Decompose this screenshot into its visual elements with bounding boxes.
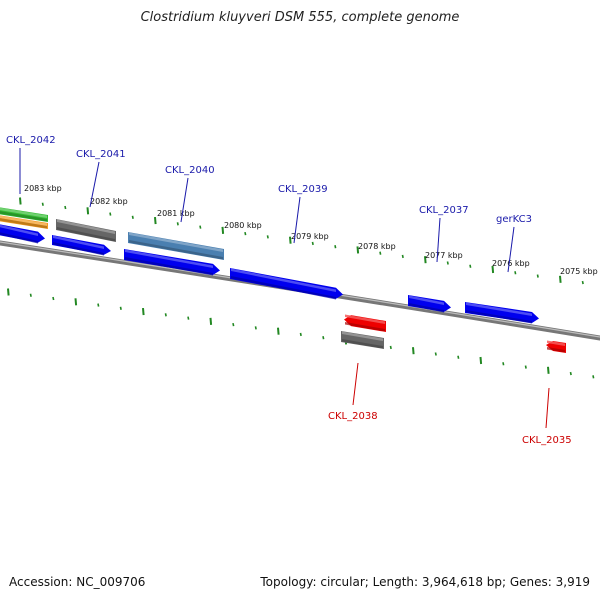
scale-tick bbox=[356, 246, 360, 254]
scale-tick bbox=[277, 327, 280, 335]
scale-tick bbox=[479, 356, 483, 365]
scale-tick bbox=[491, 265, 495, 274]
scale-tick bbox=[86, 207, 90, 215]
scale-tick bbox=[244, 231, 247, 236]
scale-tick bbox=[209, 317, 213, 325]
scale-tick bbox=[74, 298, 78, 306]
scale-tick bbox=[581, 280, 584, 285]
gene-label: CKL_2038 bbox=[328, 411, 378, 422]
scale-tick bbox=[154, 216, 157, 225]
orange-feature[interactable] bbox=[0, 215, 48, 229]
scale-tick bbox=[232, 322, 235, 327]
scale-ticks-lower bbox=[7, 288, 595, 379]
scale-tick bbox=[221, 226, 225, 234]
green-feature[interactable] bbox=[0, 207, 48, 222]
scale-tick bbox=[592, 375, 595, 379]
scale-tick bbox=[379, 251, 382, 255]
gene-features[interactable] bbox=[0, 207, 566, 353]
gene-label: CKL_2039 bbox=[278, 184, 328, 195]
cds-ckl-2039[interactable] bbox=[230, 268, 343, 300]
scale-tick bbox=[311, 241, 314, 246]
cds-gerkc3[interactable] bbox=[465, 302, 539, 324]
scale-tick bbox=[322, 336, 325, 340]
callout-line bbox=[293, 196, 301, 244]
scale-tick bbox=[64, 205, 67, 210]
kbp-label: 2080 kbp bbox=[224, 221, 262, 230]
kbp-label: 2081 kbp bbox=[157, 209, 195, 218]
scale-tick bbox=[164, 313, 167, 317]
scale-tick bbox=[97, 303, 100, 307]
callout-line bbox=[89, 161, 100, 208]
scale-tick bbox=[7, 288, 10, 296]
gene-label: CKL_2042 bbox=[6, 135, 56, 146]
scale-tick bbox=[412, 347, 415, 355]
gene-label: CKL_2040 bbox=[165, 165, 215, 176]
callout-line bbox=[545, 387, 550, 429]
scale-tick bbox=[187, 316, 190, 320]
scale-tick bbox=[29, 293, 32, 297]
cds-blue-3[interactable] bbox=[124, 249, 220, 276]
scale-tick bbox=[524, 365, 527, 369]
kbp-label: 2076 kbp bbox=[492, 259, 530, 268]
scale-tick bbox=[457, 355, 460, 359]
accession-text: Accession: NC_009706 bbox=[9, 575, 146, 589]
scale-tick bbox=[514, 271, 517, 275]
gene-label: gerKC3 bbox=[496, 214, 532, 225]
gene-callouts: CKL_2042 CKL_2041 CKL_2040 CKL_2039 CKL_2037… bbox=[6, 135, 572, 446]
kbp-label: 2077 kbp bbox=[425, 251, 463, 260]
scale-tick bbox=[142, 307, 145, 316]
gene-label: CKL_2037 bbox=[419, 205, 469, 216]
scale-tick bbox=[52, 296, 55, 301]
scale-tick bbox=[41, 202, 44, 206]
scale-tick bbox=[266, 235, 269, 239]
scale-tick bbox=[299, 332, 302, 337]
kbp-label: 2075 kbp bbox=[560, 267, 598, 276]
kbp-label: 2079 kbp bbox=[291, 232, 329, 241]
kbp-label: 2082 kbp bbox=[90, 197, 128, 206]
feature-grey-1[interactable] bbox=[56, 219, 116, 242]
callout-line bbox=[180, 177, 189, 223]
scale-tick bbox=[547, 366, 550, 374]
cds-ckl-2041[interactable] bbox=[52, 235, 111, 256]
scale-tick bbox=[434, 352, 437, 356]
scale-tick bbox=[289, 236, 292, 244]
scale-tick bbox=[569, 371, 572, 376]
map-title: Clostridium kluyveri DSM 555, complete g… bbox=[140, 10, 460, 25]
scale-tick bbox=[19, 197, 22, 205]
scale-tick bbox=[536, 274, 539, 278]
scale-tick bbox=[401, 254, 404, 259]
gene-label: CKL_2041 bbox=[76, 149, 126, 160]
scale-tick bbox=[446, 261, 449, 265]
gene-label: CKL_2035 bbox=[522, 435, 572, 446]
scale-tick bbox=[502, 362, 505, 366]
scale-tick bbox=[424, 256, 427, 264]
callout-line bbox=[436, 217, 441, 263]
callout-line bbox=[352, 362, 359, 406]
scale-tick bbox=[254, 326, 257, 330]
kbp-label: 2078 kbp bbox=[358, 242, 396, 251]
cds-ckl-2035[interactable] bbox=[546, 340, 566, 354]
scale-tick bbox=[119, 306, 122, 310]
scale-ticks-upper bbox=[19, 197, 584, 285]
scale-tick bbox=[176, 222, 179, 226]
cds-ckl-2037[interactable] bbox=[408, 295, 451, 313]
scale-tick bbox=[131, 215, 134, 219]
feature-ckl-2040[interactable] bbox=[128, 232, 224, 260]
callout-line bbox=[507, 226, 515, 273]
scale-tick bbox=[559, 275, 562, 283]
genome-summary-text: Topology: circular; Length: 3,964,618 bp… bbox=[260, 575, 590, 589]
scale-tick bbox=[469, 264, 472, 268]
feature-grey-2[interactable] bbox=[341, 331, 384, 349]
kbp-label: 2083 kbp bbox=[24, 184, 62, 193]
kbp-labels: 2083 kbp 2082 kbp 2081 kbp 2080 kbp 2079 kbp… bbox=[24, 184, 598, 276]
scale-tick bbox=[109, 212, 112, 216]
cds-ckl-2042[interactable] bbox=[0, 224, 45, 244]
scale-tick bbox=[389, 345, 392, 350]
scale-tick bbox=[334, 245, 337, 249]
cds-ckl-2038[interactable] bbox=[344, 314, 386, 333]
scale-tick bbox=[199, 225, 202, 229]
